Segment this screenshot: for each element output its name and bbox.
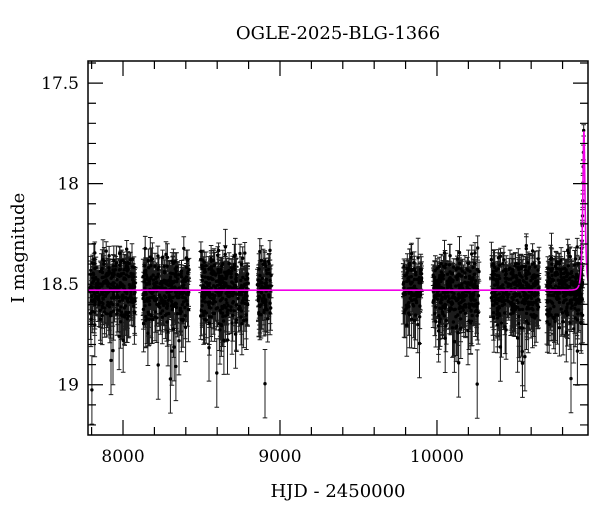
tick-labels-layer: 8000 9000 10000 17.5 18 18.5 19 — [41, 74, 464, 467]
photometry-points — [88, 128, 586, 392]
axes-layer — [87, 60, 589, 436]
model-curve-layer — [88, 131, 588, 292]
microlensing-model-curve — [88, 131, 588, 292]
axis-ticks — [88, 61, 588, 435]
y-tick-label: 19 — [57, 376, 79, 396]
data-points-layer — [88, 124, 586, 425]
y-tick-label: 17.5 — [41, 74, 79, 94]
x-tick-label: 9000 — [258, 447, 301, 467]
y-tick-label: 18.5 — [41, 275, 79, 295]
x-tick-label: 10000 — [410, 447, 464, 467]
x-axis-label: HJD - 2450000 — [270, 481, 405, 502]
y-axis-label: I magnitude — [8, 193, 29, 304]
chart-title: OGLE-2025-BLG-1366 — [236, 23, 440, 44]
y-tick-label: 18 — [57, 175, 79, 195]
x-tick-label: 8000 — [101, 447, 144, 467]
plot-frame — [87, 60, 589, 436]
